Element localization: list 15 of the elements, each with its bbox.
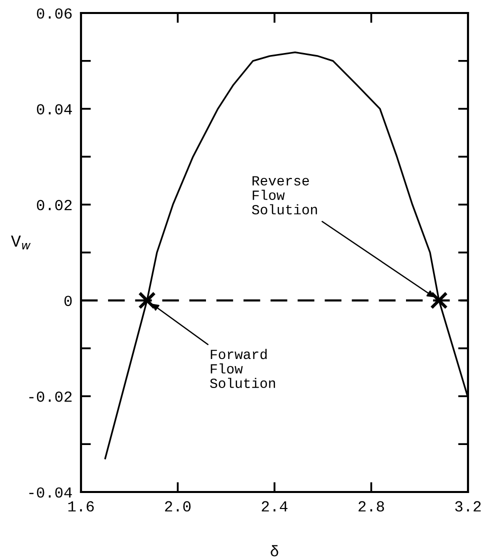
- y-tick-label: 0.06: [36, 8, 72, 19]
- y-axis-title: V$_{w}$: [11, 236, 31, 250]
- y-tick-label: 0.04: [36, 104, 72, 114]
- annotation: Reverse Flow Solution: [252, 176, 317, 214]
- x-axis-title: δ: [270, 545, 278, 556]
- x-tick-label: 2.4: [262, 501, 288, 512]
- y-tick-label: 0: [64, 296, 72, 306]
- x-tick-label: 2.0: [165, 501, 191, 512]
- y-tick-label: 0.02: [36, 200, 72, 210]
- annotation: Forward Flow Solution: [210, 348, 275, 388]
- x-tick-label: 1.6: [68, 501, 94, 512]
- x-tick-label: 2.8: [358, 501, 384, 512]
- y-tick-label: -0.02: [29, 392, 72, 402]
- x-tick-label: 3.2: [455, 501, 481, 512]
- y-tick-label: -0.04: [29, 487, 72, 498]
